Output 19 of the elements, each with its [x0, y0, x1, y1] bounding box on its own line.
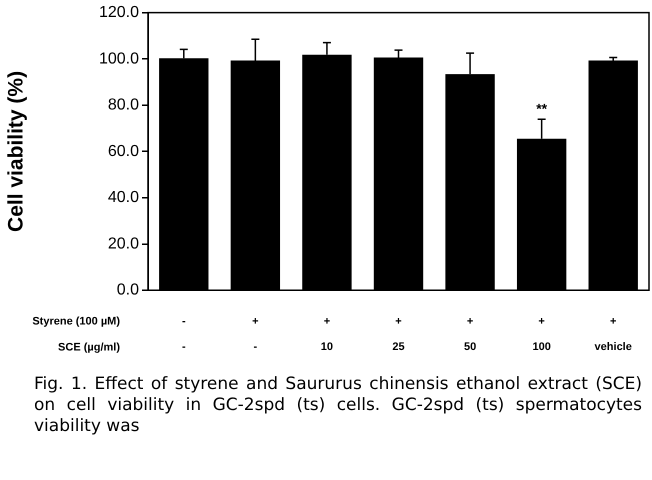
y-axis-title: Cell viability (%)	[4, 70, 28, 232]
category-label: - -	[182, 315, 186, 354]
category-label: + -	[252, 315, 259, 354]
category-label: + 50	[464, 315, 476, 354]
category-label: + 25	[392, 315, 405, 354]
category-label: + vehicle	[594, 315, 632, 354]
y-tick-label: 80.0	[108, 96, 140, 114]
y-tick-label: 120.0	[98, 4, 140, 22]
y-tick-label: 0.0	[116, 282, 140, 299]
y-tick-label: 100.0	[98, 50, 140, 68]
y-tick-label: 40.0	[108, 189, 140, 206]
category-label: + 100	[532, 315, 551, 354]
y-tick-label: 60.0	[108, 142, 140, 160]
annotation: **	[536, 100, 548, 117]
y-tick-label: 20.0	[108, 235, 140, 252]
category-label: + 10	[320, 315, 334, 354]
caption: Fig. 1. Effect of styrene and Saururus chinensis ethanol extract (SCE) on cell viability in GC-2spd (ts) cells. GC-2spd (ts) spermatocytes viability was	[34, 374, 642, 437]
text: SCE (µg/ml)	[58, 341, 120, 354]
text: Styrene (100 µM)	[32, 315, 120, 328]
